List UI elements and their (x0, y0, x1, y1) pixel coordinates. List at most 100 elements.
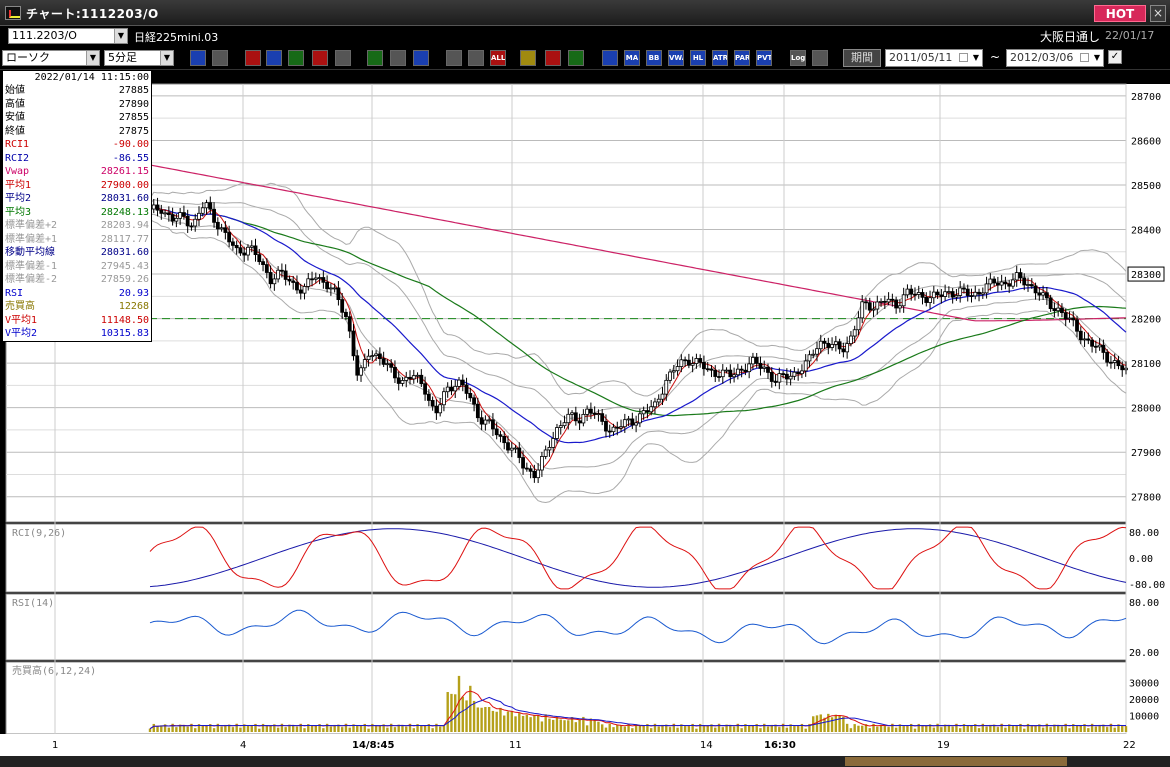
tools-icon[interactable] (545, 50, 561, 66)
candle-body (995, 282, 1000, 286)
candle-body (698, 358, 703, 363)
palette-icon[interactable] (568, 50, 584, 66)
toolbar-ma-button[interactable]: MA (624, 50, 640, 66)
hot-button[interactable]: HOT (1094, 5, 1146, 22)
volume-bar (631, 728, 634, 732)
candle-body (641, 410, 646, 415)
volume-bar (465, 700, 468, 732)
candle-body (920, 292, 925, 298)
pan-icon[interactable] (245, 50, 261, 66)
volume-bar (171, 723, 174, 732)
volume-bar (668, 727, 672, 732)
volume-bar (725, 724, 728, 732)
toolbar-hl-button[interactable]: HL (690, 50, 706, 66)
delete-icon[interactable] (312, 50, 328, 66)
candle-body (445, 386, 450, 393)
info-value: -86.55 (112, 152, 149, 164)
candle-body (781, 373, 785, 376)
volume-bar (1113, 727, 1116, 732)
toolbar-par-button[interactable]: PAR (734, 50, 750, 66)
symbol-select[interactable]: 111.2203/O ▼ (8, 28, 128, 44)
info-datetime: 2022/01/14 11:15:00 (34, 72, 149, 83)
zoom-icon[interactable] (190, 50, 206, 66)
candle-body (867, 302, 872, 311)
candle-body (758, 363, 763, 369)
volume-bar (540, 721, 544, 732)
settings-icon[interactable] (520, 50, 536, 66)
date-to-field[interactable]: 2012/03/06 ▼ (1006, 49, 1104, 67)
hr-icon[interactable] (468, 50, 484, 66)
undo-icon[interactable] (413, 50, 429, 66)
vwap-line (149, 164, 1127, 322)
close-button[interactable]: × (1150, 5, 1166, 22)
save-icon[interactable] (812, 50, 828, 66)
info-row: 移動平均線 28031.60 (5, 246, 149, 260)
pointer-icon[interactable] (390, 50, 406, 66)
candle-body (272, 278, 277, 285)
volume-bar (593, 719, 596, 732)
chart-area[interactable]: 28700 28600 28500 28400 28300 28200 28100 28000… (0, 70, 1170, 767)
volume-bar (495, 711, 498, 732)
candle-body (389, 363, 394, 368)
volume-bar (861, 725, 864, 732)
toolbar-pvt-button[interactable]: PVT (756, 50, 772, 66)
title-bar: チャート:1112203/O HOT × (0, 0, 1170, 26)
toolbar-atr-button[interactable]: ATR (712, 50, 728, 66)
apply-checkbox[interactable]: ✓ (1108, 50, 1122, 64)
crosshair-icon[interactable] (212, 50, 228, 66)
volume-bar (1068, 728, 1071, 732)
chart-type-select[interactable]: ローソク ▼ (2, 50, 100, 66)
candle-body (815, 348, 819, 355)
volume-bar (567, 720, 570, 732)
volume-bar (665, 724, 668, 732)
interval-select[interactable]: 5分足 ▼ (104, 50, 174, 66)
volume-bar (845, 723, 849, 732)
candle-body (1052, 308, 1057, 312)
date-from-field[interactable]: 2011/05/11 ▼ (885, 49, 983, 67)
candle-body (1018, 272, 1023, 279)
info-label: 平均2 (5, 193, 32, 204)
info-row: Vwap 28261.15 (5, 165, 149, 179)
candle-body (807, 354, 812, 362)
hl-icon[interactable] (446, 50, 462, 66)
compare-icon[interactable] (288, 50, 304, 66)
chevron-down-icon[interactable]: ▼ (1093, 53, 1101, 62)
info-row: 標準偏差-1 27945.43 (5, 260, 149, 274)
candle-body (683, 359, 688, 362)
lock-icon[interactable] (335, 50, 351, 66)
candle-body (1011, 279, 1015, 287)
info-value: 28031.60 (100, 247, 149, 258)
candle-body (604, 420, 608, 432)
grid-icon[interactable] (602, 50, 618, 66)
toolbar-log-button[interactable]: Log (790, 50, 806, 66)
chart-svg[interactable]: 28700 28600 28500 28400 28300 28200 28100 28000… (0, 70, 1170, 767)
interval-value: 5分足 (108, 51, 137, 64)
info-label: Vwap (5, 166, 30, 177)
period-button[interactable]: 期間 (843, 49, 881, 67)
candle-body (336, 287, 341, 300)
volume-bar (781, 723, 785, 732)
chevron-down-icon[interactable]: ▼ (972, 53, 980, 62)
volume-bar (755, 724, 758, 732)
volume-bar (834, 714, 838, 732)
candle-body (965, 288, 970, 296)
pen-icon[interactable] (367, 50, 383, 66)
calendar-icon[interactable] (1080, 53, 1089, 62)
volume-bar (853, 724, 856, 732)
toolbar-vwap-button[interactable]: VWAP (668, 50, 684, 66)
toolbar-bb-button[interactable]: BB (646, 50, 662, 66)
bollinger-band-line (149, 182, 1127, 397)
candle-body (547, 447, 552, 451)
candle-body (457, 379, 461, 387)
calendar-icon[interactable] (959, 53, 968, 62)
info-value: -90.00 (112, 139, 149, 150)
y-tick-label: 28100 (1131, 359, 1161, 370)
toolbar-all-button[interactable]: ALL (490, 50, 506, 66)
chevron-down-icon[interactable]: ▼ (86, 51, 99, 65)
magnify-icon[interactable] (266, 50, 282, 66)
chevron-down-icon[interactable]: ▼ (160, 51, 173, 65)
chart-app-icon (5, 6, 21, 20)
chevron-down-icon[interactable]: ▼ (114, 29, 127, 43)
x-tick-label: 11 (509, 740, 522, 751)
volume-bar (559, 719, 562, 732)
